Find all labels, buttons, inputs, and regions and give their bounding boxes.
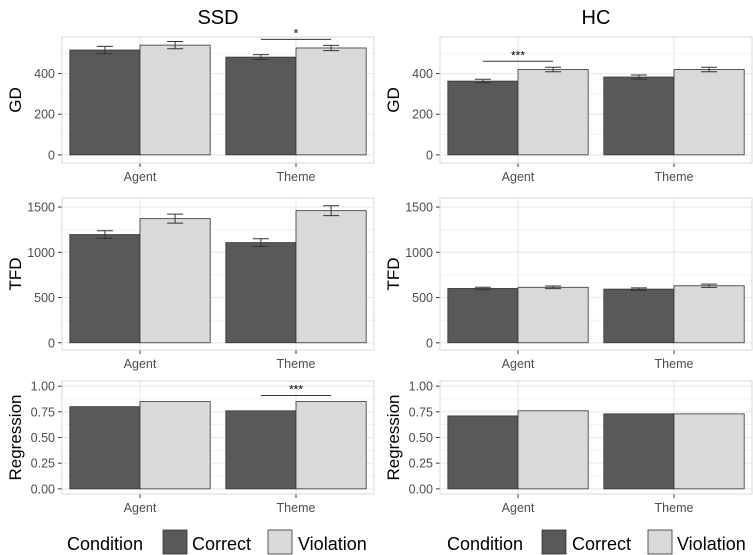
legend-swatch-correct bbox=[163, 530, 187, 554]
y-tick-label: 0.00 bbox=[31, 482, 55, 496]
y-tick-label: 1500 bbox=[405, 201, 433, 215]
x-tick-label: Theme bbox=[655, 170, 694, 184]
bar-violation-theme bbox=[296, 211, 366, 343]
bar-correct-agent bbox=[448, 416, 518, 489]
x-tick-label: Theme bbox=[277, 170, 316, 184]
y-tick-label: 0 bbox=[48, 336, 55, 350]
y-tick-label: 0 bbox=[48, 148, 55, 162]
x-tick-label: Agent bbox=[502, 357, 535, 371]
chart-panel: HC GD 0 200 400 *** Agent Theme bbox=[384, 7, 752, 184]
legend-swatch-violation bbox=[648, 530, 672, 554]
y-tick-label: 0.75 bbox=[31, 405, 55, 419]
significance-label: *** bbox=[289, 383, 303, 397]
y-tick-label: 0 bbox=[426, 336, 433, 350]
y-tick-label: 0 bbox=[426, 148, 433, 162]
bar-correct-theme bbox=[604, 77, 674, 155]
bar-violation-agent bbox=[140, 45, 210, 155]
legend-label-violation: Violation bbox=[677, 534, 746, 554]
x-tick-label: Theme bbox=[655, 501, 694, 515]
bar-violation-agent bbox=[518, 70, 588, 155]
y-tick-label: 0.25 bbox=[31, 457, 55, 471]
y-tick-label: 500 bbox=[34, 291, 55, 305]
bar-violation-theme bbox=[296, 402, 366, 489]
y-tick-label: 0.25 bbox=[409, 457, 433, 471]
x-tick-label: Theme bbox=[277, 501, 316, 515]
chart-panel: Regression 0.00 0.25 0.50 0.75 1.00 Agent Theme bbox=[384, 380, 752, 515]
legend-label-correct: Correct bbox=[572, 534, 631, 554]
legend-title: Condition bbox=[67, 534, 143, 554]
y-axis-title: TFD bbox=[6, 257, 25, 290]
bar-correct-agent bbox=[448, 288, 518, 342]
y-tick-label: 200 bbox=[412, 108, 433, 122]
chart-panel: Regression 0.00 0.25 0.50 0.75 1.00 *** Agent Th… bbox=[6, 380, 374, 515]
y-tick-label: 0.50 bbox=[409, 431, 433, 445]
x-tick-label: Agent bbox=[124, 170, 157, 184]
legend: Condition Correct Violation Condition Co… bbox=[67, 530, 746, 554]
bar-correct-agent bbox=[448, 81, 518, 155]
bar-correct-agent bbox=[70, 235, 140, 343]
y-tick-label: 0.75 bbox=[409, 405, 433, 419]
y-tick-label: 1.00 bbox=[409, 380, 433, 394]
x-tick-label: Theme bbox=[277, 357, 316, 371]
y-tick-label: 500 bbox=[412, 291, 433, 305]
legend-swatch-correct bbox=[542, 530, 566, 554]
y-tick-label: 0.00 bbox=[409, 482, 433, 496]
bar-violation-agent bbox=[518, 287, 588, 342]
y-axis-title: Regression bbox=[384, 395, 403, 481]
chart-panel: TFD 0 500 1000 1500 Agent Theme bbox=[6, 198, 374, 371]
bar-violation-agent bbox=[140, 219, 210, 343]
bar-correct-agent bbox=[70, 407, 140, 489]
y-tick-label: 1.00 bbox=[31, 380, 55, 394]
y-axis-title: GD bbox=[6, 87, 25, 113]
bar-violation-theme bbox=[674, 286, 744, 343]
x-tick-label: Agent bbox=[124, 501, 157, 515]
y-tick-label: 400 bbox=[34, 67, 55, 81]
y-tick-label: 200 bbox=[34, 108, 55, 122]
y-tick-label: 1500 bbox=[27, 201, 55, 215]
y-tick-label: 1000 bbox=[27, 246, 55, 260]
y-axis-title: Regression bbox=[6, 395, 25, 481]
bar-correct-theme bbox=[226, 243, 296, 343]
y-axis-title: TFD bbox=[384, 257, 403, 290]
significance-label: *** bbox=[511, 48, 525, 62]
y-axis-title: GD bbox=[384, 87, 403, 113]
y-tick-label: 0.50 bbox=[31, 431, 55, 445]
chart-panel: TFD 0 500 1000 1500 Agent Theme bbox=[384, 198, 752, 371]
x-tick-label: Agent bbox=[124, 357, 157, 371]
bar-violation-theme bbox=[674, 414, 744, 489]
legend-swatch-violation bbox=[268, 530, 292, 554]
bar-violation-theme bbox=[674, 70, 744, 155]
x-tick-label: Agent bbox=[502, 501, 535, 515]
panel-title: HC bbox=[582, 7, 611, 29]
bar-violation-theme bbox=[296, 48, 366, 155]
legend-label-violation: Violation bbox=[298, 534, 367, 554]
y-tick-label: 1000 bbox=[405, 246, 433, 260]
bar-correct-theme bbox=[604, 414, 674, 489]
chart-panel: SSD GD 0 200 400 * Agent Theme bbox=[6, 7, 374, 184]
x-tick-label: Theme bbox=[655, 357, 694, 371]
bar-correct-theme bbox=[226, 57, 296, 155]
legend-label-correct: Correct bbox=[192, 534, 251, 554]
significance-label: * bbox=[294, 26, 299, 40]
bar-violation-agent bbox=[140, 402, 210, 489]
bar-correct-agent bbox=[70, 50, 140, 155]
bar-violation-agent bbox=[518, 411, 588, 489]
y-tick-label: 400 bbox=[412, 67, 433, 81]
bar-correct-theme bbox=[604, 289, 674, 343]
legend-title: Condition bbox=[447, 534, 523, 554]
chart-panels: SSD GD 0 200 400 * Agent Theme HC GD 0 200 400 *** Age… bbox=[6, 7, 752, 515]
x-tick-label: Agent bbox=[502, 170, 535, 184]
panel-title: SSD bbox=[197, 7, 238, 29]
bar-correct-theme bbox=[226, 411, 296, 489]
